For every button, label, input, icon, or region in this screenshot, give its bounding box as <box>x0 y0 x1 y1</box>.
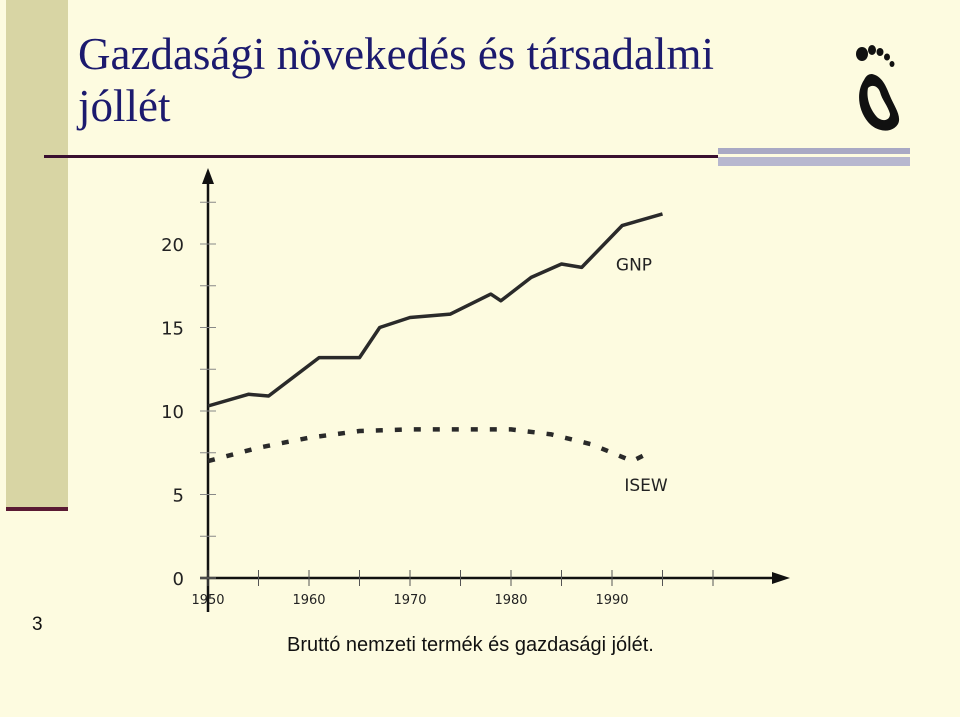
slide-caption: Bruttó nemzeti termék és gazdasági jólét… <box>287 634 654 656</box>
y-tick-label: 20 <box>161 235 184 256</box>
chart: 0 5 10 15 20 1950 1960 1970 1980 1990 GNP ISEW <box>161 168 790 612</box>
y-tick-label: 10 <box>161 402 184 423</box>
side-bar <box>6 0 68 510</box>
y-axis-arrow <box>202 168 214 184</box>
series-line-isew <box>207 427 654 464</box>
y-tick-label: 15 <box>161 319 184 340</box>
side-bar-foot <box>6 507 68 511</box>
slide-title: Gazdasági növekedés és társadalmi jóllét <box>78 29 714 131</box>
slide-number: 3 <box>32 614 43 635</box>
x-tick-label: 1970 <box>393 593 426 608</box>
x-axis-arrow <box>772 572 790 584</box>
y-tick-label: 5 <box>173 486 184 507</box>
y-tick-label: 0 <box>173 569 184 590</box>
series-line-gnp <box>207 212 663 408</box>
x-tick-label: 1950 <box>191 593 224 608</box>
series-label-gnp: GNP <box>616 256 652 276</box>
title-rule <box>44 155 910 158</box>
x-tick-label: 1960 <box>292 593 325 608</box>
footprint-icon <box>856 45 900 131</box>
x-tick-label: 1990 <box>595 593 628 608</box>
series-label-isew: ISEW <box>624 476 668 496</box>
x-tick-label: 1980 <box>494 593 527 608</box>
title-rule-accent <box>718 148 910 166</box>
